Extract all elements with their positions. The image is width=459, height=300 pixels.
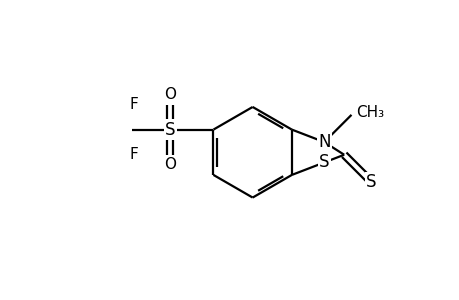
Text: F: F	[129, 147, 138, 162]
Text: O: O	[164, 87, 176, 102]
Text: S: S	[319, 154, 329, 172]
Text: O: O	[164, 157, 176, 172]
Text: S: S	[165, 121, 175, 139]
Text: F: F	[129, 98, 138, 112]
Text: CH₃: CH₃	[355, 105, 383, 120]
Text: N: N	[317, 133, 330, 151]
Text: S: S	[365, 173, 376, 191]
